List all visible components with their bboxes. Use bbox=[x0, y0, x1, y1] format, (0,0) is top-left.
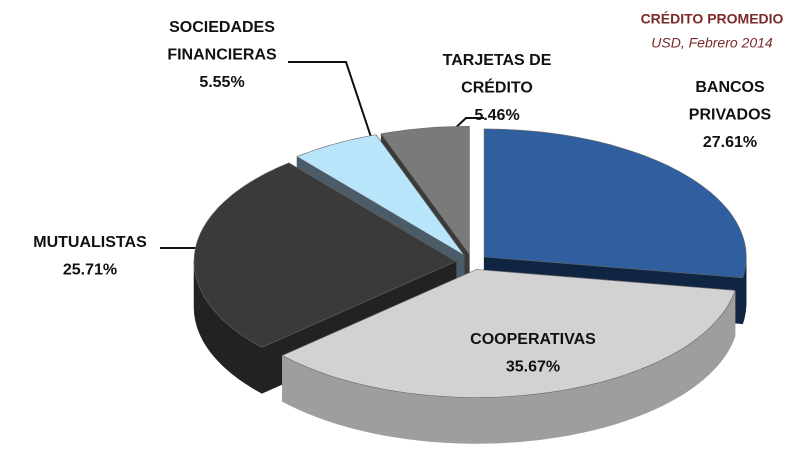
value-label: 5.46% bbox=[474, 107, 519, 124]
slice bbox=[380, 125, 470, 256]
value-label: 35.67% bbox=[506, 359, 560, 376]
chart-title: CRÉDITO PROMEDIO bbox=[641, 11, 784, 27]
slice-label: PRIVADOS bbox=[689, 107, 772, 124]
slice-label: MUTUALISTAS bbox=[33, 234, 147, 251]
slice-label: COOPERATIVAS bbox=[470, 331, 596, 348]
slice-label: TARJETAS DE bbox=[443, 52, 552, 69]
slice-label: CRÉDITO bbox=[461, 78, 533, 97]
pie bbox=[193, 125, 747, 444]
slice-label: FINANCIERAS bbox=[167, 47, 277, 64]
slice bbox=[281, 269, 736, 398]
slice-label: BANCOS bbox=[695, 79, 765, 96]
value-label: 27.61% bbox=[703, 134, 757, 151]
slice-label: SOCIEDADES bbox=[169, 19, 275, 36]
slice bbox=[193, 162, 457, 348]
value-label: 25.71% bbox=[63, 262, 117, 279]
slice bbox=[296, 134, 465, 256]
labels: BANCOS PRIVADOS 27.61% COOPERATIVAS 35.67% MU… bbox=[33, 19, 771, 376]
chart-subtitle: USD, Febrero 2014 bbox=[651, 35, 773, 51]
value-label: 5.55% bbox=[199, 74, 244, 91]
leader-line bbox=[288, 61, 373, 141]
slice bbox=[483, 128, 747, 279]
